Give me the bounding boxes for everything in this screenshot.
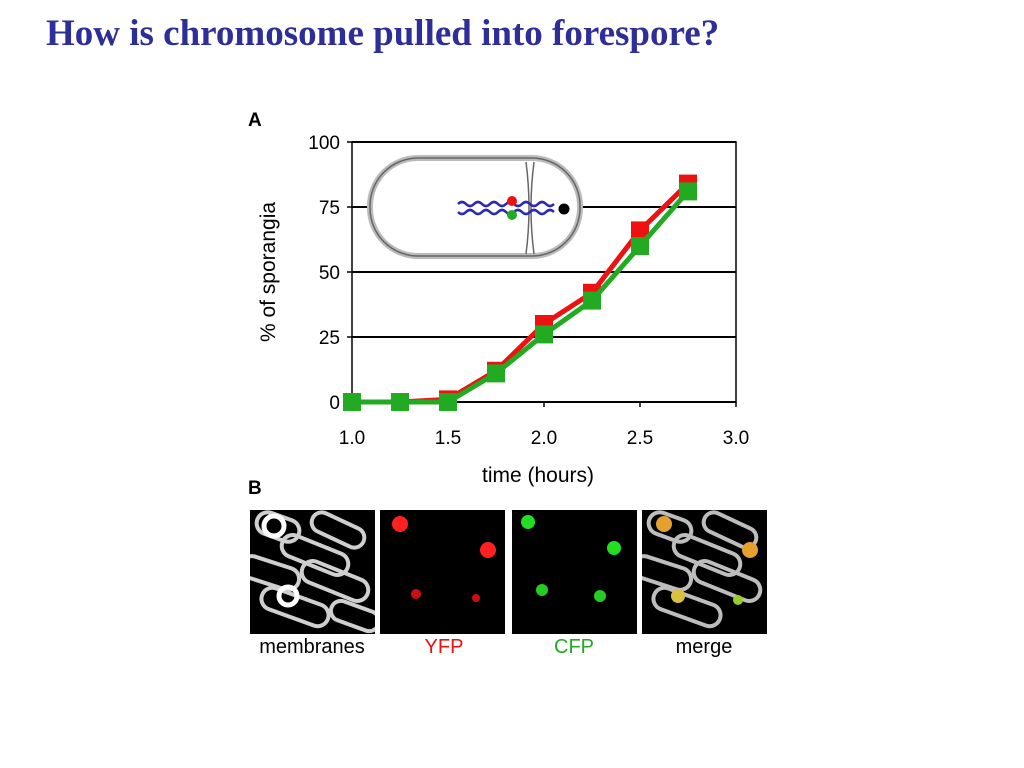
series-1-point (391, 393, 409, 411)
micrograph-merge (642, 510, 767, 634)
caption-merge: merge (675, 636, 733, 658)
panel-a-label: A (248, 110, 262, 131)
y-tick-label: 50 (319, 263, 340, 284)
series-1-point (439, 393, 457, 411)
series-1-point (487, 364, 505, 383)
series-1-point (343, 393, 361, 411)
y-tick-label: 25 (319, 328, 340, 349)
green-locus-dot (507, 210, 517, 220)
x-tick-label: 3.0 (723, 428, 749, 449)
slide-title: How is chromosome pulled into forespore? (46, 13, 720, 54)
micrograph-row (250, 510, 770, 634)
caption-cfp: CFP (554, 636, 594, 658)
y-tick-label: 100 (308, 133, 340, 154)
septum-inner (530, 161, 535, 255)
septum (525, 161, 530, 255)
y-axis-label: % of sporangia (257, 202, 280, 342)
series-1-point (583, 291, 601, 310)
chromosome-strand-top (457, 200, 555, 208)
x-axis-label: time (hours) (482, 464, 594, 487)
series-1-point (535, 325, 553, 344)
caption-yfp: YFP (424, 636, 464, 658)
chromosome-strand-bottom (457, 208, 555, 216)
x-tick-label: 2.5 (627, 428, 653, 449)
micrograph-membranes (250, 510, 375, 634)
series-1-point (679, 182, 697, 201)
y-tick-label: 0 (329, 393, 340, 414)
x-tick-label: 1.0 (339, 428, 365, 449)
red-locus-dot (507, 196, 517, 206)
series-0-point (631, 221, 649, 240)
x-tick-label: 2.0 (531, 428, 557, 449)
panel-b-label: B (248, 478, 262, 499)
series-1-point (631, 237, 649, 255)
cell-diagram-inset (367, 155, 583, 259)
sporangia-line-chart: 0 25 50 75 100 1.0 1.5 2.0 2.5 3.0 time (hours) % o… (257, 133, 749, 487)
micrograph-cfp (512, 510, 637, 634)
origin-dot (558, 203, 570, 215)
caption-membranes: membranes (259, 636, 365, 658)
y-tick-label: 75 (319, 198, 340, 219)
x-tick-label: 1.5 (435, 428, 461, 449)
micrograph-yfp (380, 510, 505, 634)
